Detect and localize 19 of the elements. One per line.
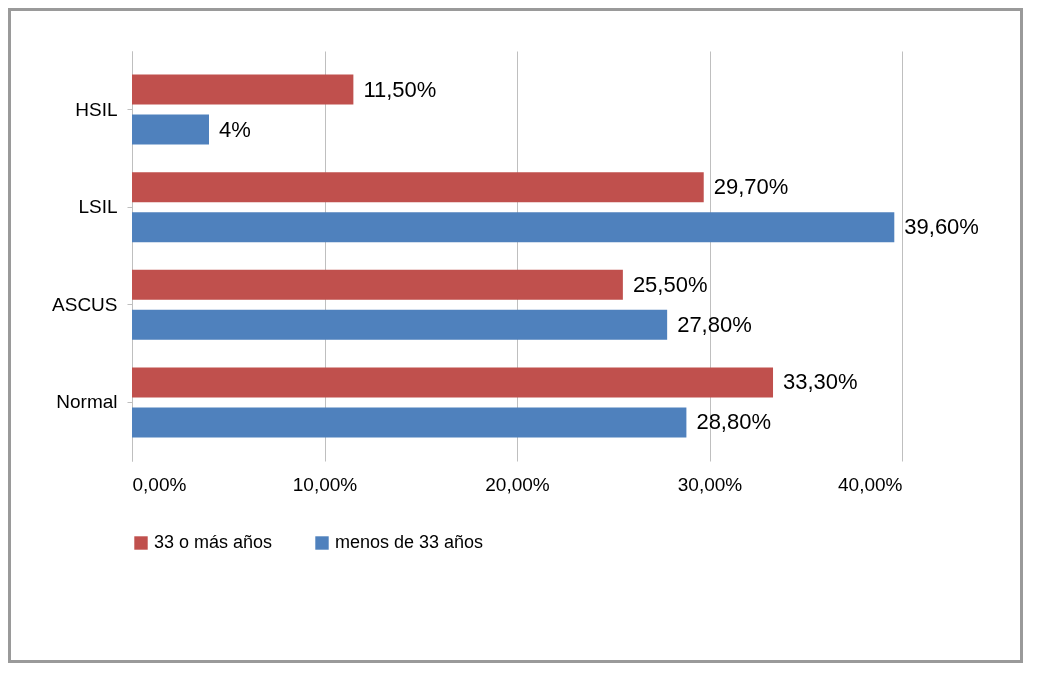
data-label: 39,60% [904,214,979,240]
data-label: 11,50% [363,76,437,102]
data-label: 4% [219,116,251,142]
x-tick-label: 40,00% [838,473,903,495]
data-label: 29,70% [713,174,789,200]
data-label: 25,50% [632,271,708,297]
x-tick-label: 30,00% [677,473,743,495]
legend-label: 33 o más años [154,532,273,552]
y-tick-label: ASCUS [52,293,118,315]
y-tick-label: HSIL [75,98,118,120]
x-tick-label: 10,00% [292,473,358,495]
data-label: 27,80% [677,311,752,337]
legend-label: menos de 33 años [335,532,484,552]
data-label: 28,80% [696,409,772,435]
y-tick-label: LSIL [78,196,118,218]
y-tick-label: Normal [56,391,118,413]
x-tick-label: 20,00% [485,473,550,495]
x-tick-label: 0,00% [132,473,187,495]
data-label: 33,30% [783,369,858,395]
